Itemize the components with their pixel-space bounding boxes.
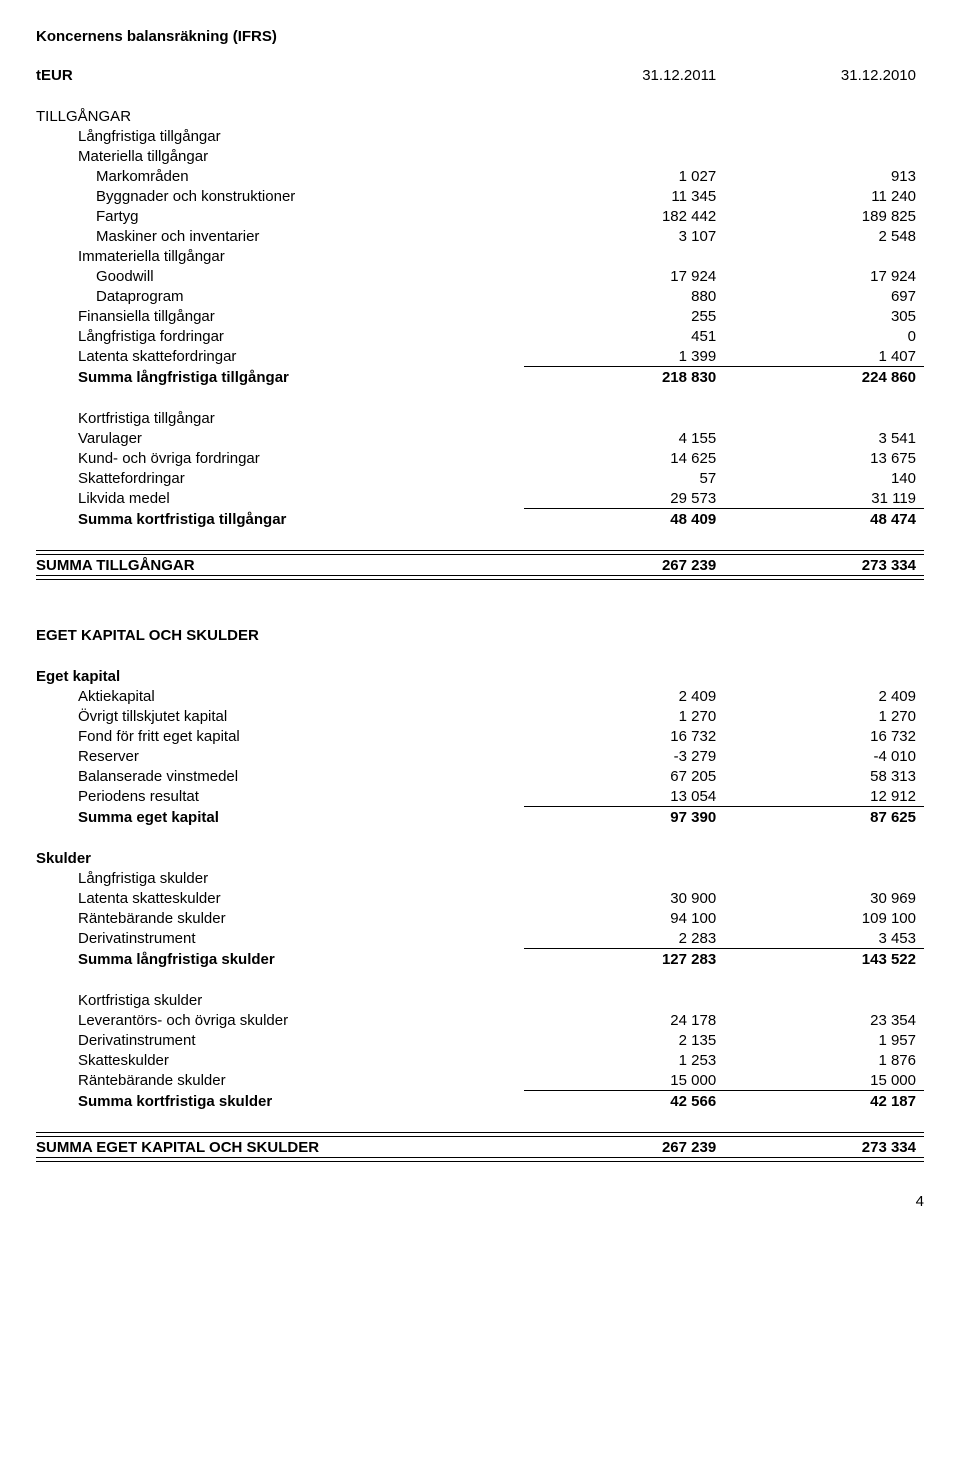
- table-row: Periodens resultat13 05412 912: [36, 786, 924, 807]
- table-row: Räntebärande skulder94 100109 100: [36, 908, 924, 928]
- table-row: Finansiella tillgångar255305: [36, 306, 924, 326]
- table-row: Latenta skattefordringar1 3991 407: [36, 346, 924, 367]
- table-row: Dataprogram880697: [36, 286, 924, 306]
- sum-langfristiga-skulder: Summa långfristiga skulder127 283143 522: [36, 949, 924, 970]
- sum-eget-kapital-skulder: SUMMA EGET KAPITAL OCH SKULDER267 239273…: [36, 1137, 924, 1158]
- table-row: Derivatinstrument2 1351 957: [36, 1030, 924, 1050]
- sum-langfristiga-tillgangar: Summa långfristiga tillgångar218 830224 …: [36, 367, 924, 388]
- table-row: Likvida medel29 57331 119: [36, 488, 924, 509]
- subhead-langfristiga-skulder: Långfristiga skulder: [36, 868, 924, 888]
- table-row: Byggnader och konstruktioner11 34511 240: [36, 186, 924, 206]
- page-title: Koncernens balansräkning (IFRS): [36, 28, 924, 45]
- sum-tillgangar: SUMMA TILLGÅNGAR267 239273 334: [36, 555, 924, 576]
- section-tillgangar: TILLGÅNGAR: [36, 106, 924, 126]
- table-row: Reserver-3 279-4 010: [36, 746, 924, 766]
- table-row: Balanserade vinstmedel67 20558 313: [36, 766, 924, 786]
- table-row: Övrigt tillskjutet kapital1 2701 270: [36, 706, 924, 726]
- table-row: Goodwill17 92417 924: [36, 266, 924, 286]
- table-row: Aktiekapital2 4092 409: [36, 686, 924, 706]
- subhead-kortfristiga-tillgangar: Kortfristiga tillgångar: [36, 408, 924, 428]
- table-row: Leverantörs- och övriga skulder24 17823 …: [36, 1010, 924, 1030]
- subhead-skulder: Skulder: [36, 848, 924, 868]
- subhead-eget-kapital: Eget kapital: [36, 666, 924, 686]
- table-row: Fond för fritt eget kapital16 73216 732: [36, 726, 924, 746]
- table-row: Immateriella tillgångar: [36, 246, 924, 266]
- table-row: Räntebärande skulder15 00015 000: [36, 1070, 924, 1091]
- balance-sheet-table: tEUR31.12.201131.12.2010TILLGÅNGARLångfr…: [36, 65, 924, 1165]
- table-row: Maskiner och inventarier3 1072 548: [36, 226, 924, 246]
- table-row: Skatteskulder1 2531 876: [36, 1050, 924, 1070]
- table-row: Kund- och övriga fordringar14 62513 675: [36, 448, 924, 468]
- table-row: Långfristiga fordringar4510: [36, 326, 924, 346]
- sum-eget-kapital: Summa eget kapital97 39087 625: [36, 807, 924, 828]
- table-row: Derivatinstrument2 2833 453: [36, 928, 924, 949]
- table-row: Markområden1 027913: [36, 166, 924, 186]
- section-eget-kapital-skulder: EGET KAPITAL OCH SKULDER: [36, 625, 924, 645]
- table-row: Fartyg182 442189 825: [36, 206, 924, 226]
- table-row: Skattefordringar57140: [36, 468, 924, 488]
- sum-kortfristiga-tillgangar: Summa kortfristiga tillgångar48 40948 47…: [36, 509, 924, 530]
- table-header: tEUR31.12.201131.12.2010: [36, 65, 924, 85]
- sum-kortfristiga-skulder: Summa kortfristiga skulder42 56642 187: [36, 1091, 924, 1112]
- table-row: Varulager4 1553 541: [36, 428, 924, 448]
- page-number: 4: [36, 1193, 924, 1210]
- table-row: Latenta skatteskulder30 90030 969: [36, 888, 924, 908]
- subhead-langfristiga-tillgangar: Långfristiga tillgångar: [36, 126, 924, 146]
- subhead-kortfristiga-skulder: Kortfristiga skulder: [36, 990, 924, 1010]
- table-row: Materiella tillgångar: [36, 146, 924, 166]
- rule-line: [36, 1162, 924, 1166]
